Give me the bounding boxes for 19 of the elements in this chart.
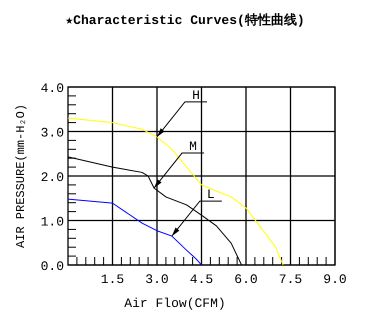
y-tick-label: 1.0: [40, 214, 64, 230]
y-tick-label: 0.0: [40, 259, 64, 274]
x-tick-label: 7.5: [278, 272, 302, 287]
line-series: [68, 118, 284, 266]
x-tick-label: 6.0: [234, 272, 258, 287]
x-tick-label: 1.5: [100, 272, 124, 287]
line-series: [68, 198, 202, 266]
x-tick-label: 9.0: [323, 272, 347, 287]
y-axis-title: AIR PRESSURE(mm-H₂O): [14, 104, 28, 248]
text: L: [206, 187, 215, 202]
y-tick-label: 4.0: [40, 81, 64, 96]
text: M: [189, 139, 197, 154]
x-tick-label: 4.5: [190, 272, 214, 287]
text: H: [192, 88, 200, 103]
x-axis-title: Air Flow(CFM): [124, 296, 226, 311]
x-tick-label: 3.0: [145, 272, 169, 287]
y-tick-label: 2.0: [40, 170, 64, 185]
y-tick-label: 3.0: [40, 126, 64, 140]
chart-title: ★Characteristic Curves(特性曲线): [65, 13, 305, 28]
